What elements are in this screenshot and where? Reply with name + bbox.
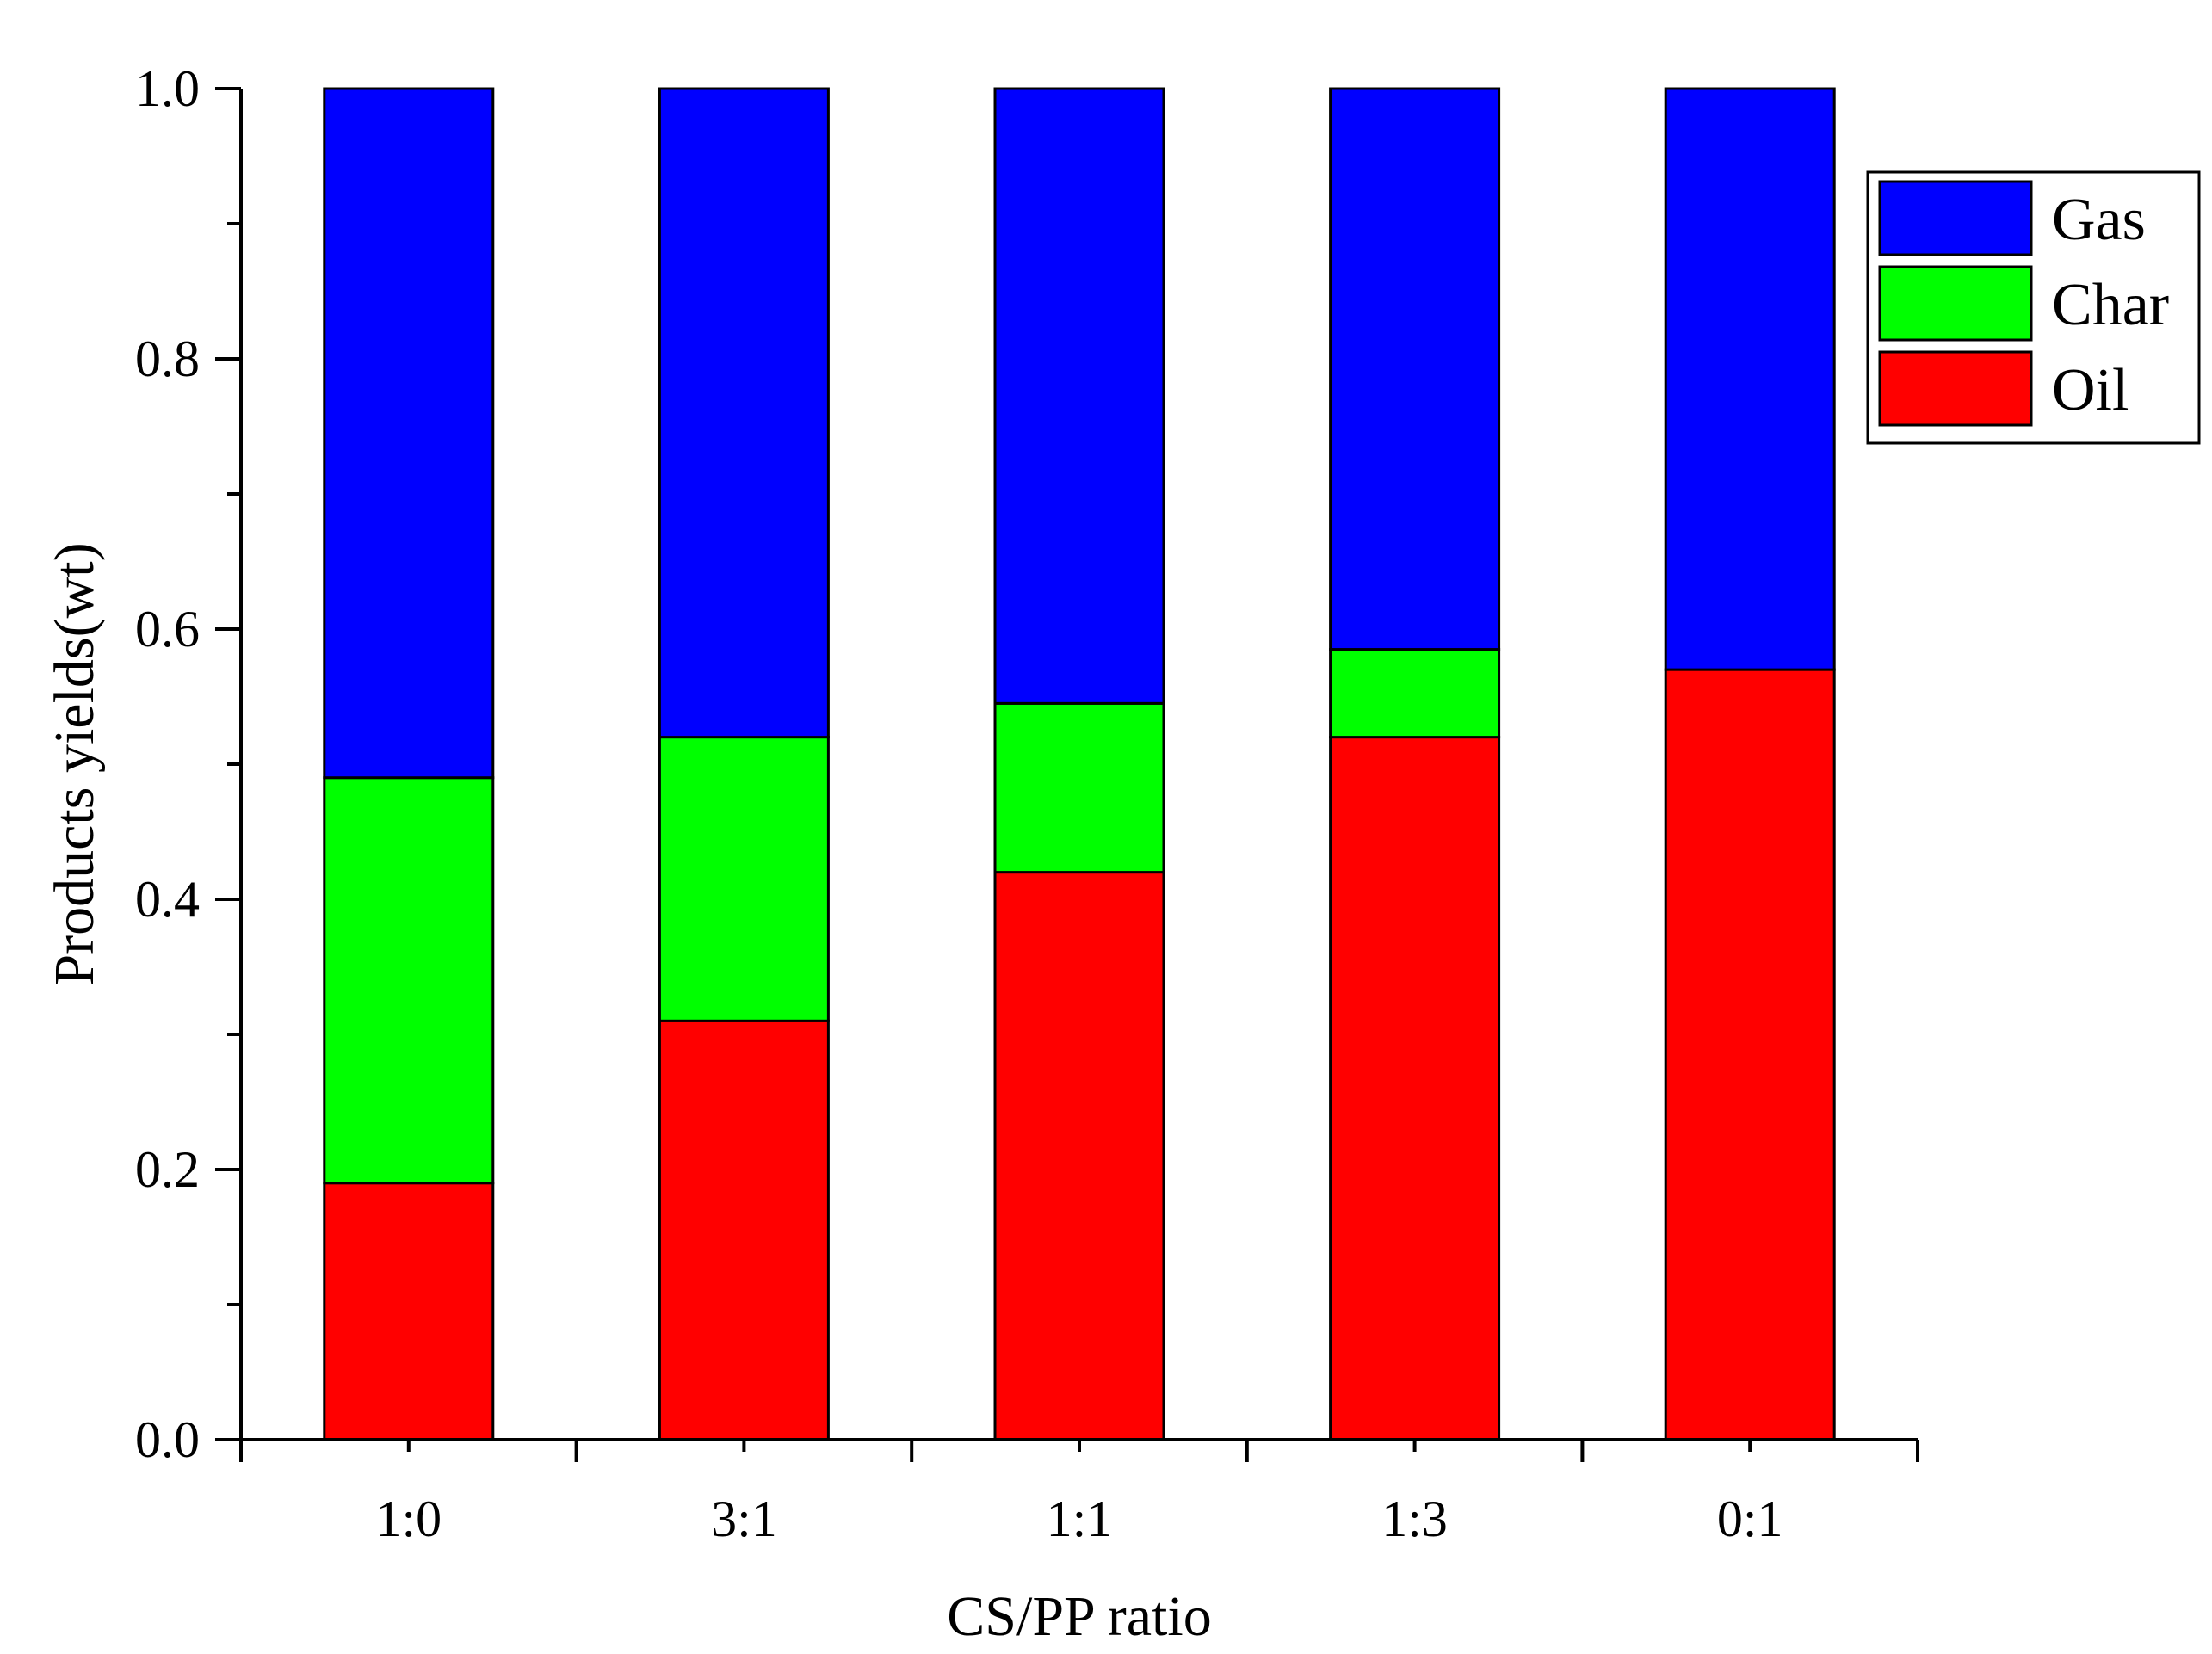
bar-gas-3	[993, 87, 1165, 705]
bar-gas-4	[1329, 87, 1501, 651]
y-tick-label: 0.4	[135, 871, 200, 928]
legend-label-gas: Gas	[2052, 187, 2146, 253]
bar-gas-1	[323, 87, 495, 780]
y-tick-label: 0.6	[135, 601, 200, 657]
bar-char-4	[1329, 648, 1501, 739]
y-tick-label: 0.2	[135, 1141, 200, 1198]
bar-char-2	[658, 736, 830, 1022]
x-tick-label: 1:0	[375, 1490, 442, 1547]
bar-gas-5	[1664, 87, 1836, 671]
bar-gas-2	[658, 87, 830, 739]
bars-layer	[323, 87, 1836, 1441]
legend-swatch-gas	[1878, 180, 2033, 256]
axes-layer: 0.0 0.2 0.4 0.6 0.8 1.0 1:0 3:1 1:1 1:3 0:1	[135, 60, 1919, 1547]
bar-oil-1	[323, 1182, 495, 1441]
bar-oil-4	[1329, 736, 1501, 1441]
legend-label-oil: Oil	[2052, 357, 2129, 423]
x-tick-label: 3:1	[711, 1490, 777, 1547]
bar-oil-3	[993, 871, 1165, 1441]
bar-char-3	[993, 701, 1165, 874]
legend: Gas Char Oil	[1866, 170, 2201, 445]
bar-oil-2	[658, 1019, 830, 1441]
y-tick-label: 0.0	[135, 1411, 200, 1468]
x-tick-label: 0:1	[1717, 1490, 1783, 1547]
legend-label-char: Char	[2052, 272, 2169, 338]
legend-swatch-oil	[1878, 350, 2033, 427]
x-tick-label: 1:1	[1047, 1490, 1113, 1547]
bar-oil-5	[1664, 668, 1836, 1441]
x-axis-title: CS/PP ratio	[947, 1585, 1211, 1648]
legend-swatch-char	[1878, 265, 2033, 342]
y-tick-label: 0.8	[135, 330, 200, 387]
y-tick-label: 1.0	[135, 60, 200, 117]
bar-char-1	[323, 776, 495, 1185]
y-axis-title: Products yields(wt)	[43, 542, 106, 985]
x-tick-label: 1:3	[1381, 1490, 1448, 1547]
